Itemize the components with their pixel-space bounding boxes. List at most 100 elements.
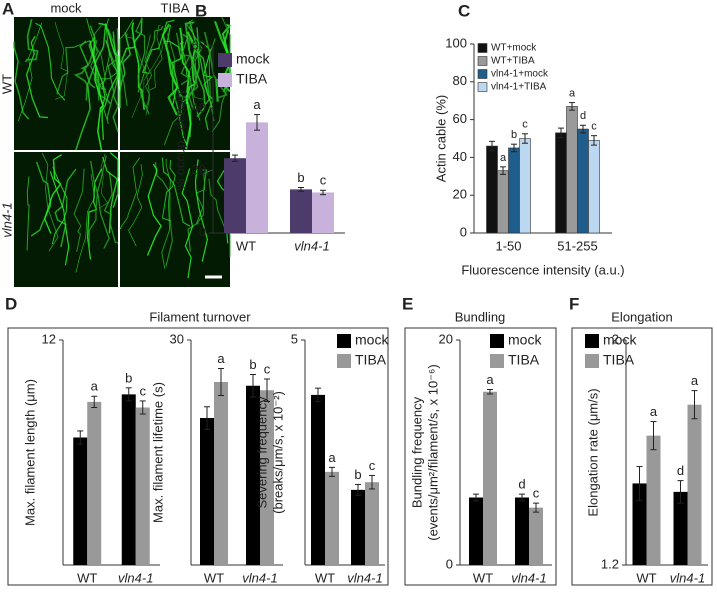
significance-letter: a [328,450,336,465]
y-tick-label: 5 [291,331,298,346]
bar [508,147,520,234]
panel-letter: A [2,0,14,18]
significance-letter: b [297,170,304,185]
panel-letter: F [569,294,579,313]
error-bar [569,102,575,111]
legend-label: mock [603,332,637,348]
legend-swatch [337,334,351,348]
bar [325,471,339,565]
error-bar [77,430,84,445]
actin-filament [161,160,176,222]
bar [351,489,365,565]
error-bar [125,387,132,402]
row-label: WT [0,74,14,94]
bar [555,132,567,234]
y-tick-label: 0 [199,224,206,239]
legend-swatch [477,43,488,53]
panel-title: Elongation [611,309,672,324]
error-bar [677,480,684,504]
significance-letter: c [522,119,528,131]
y-tick-label: 1.2 [601,556,619,571]
x-tick-label: 1-50 [495,238,521,253]
bar [214,382,228,565]
significance-letter: a [91,379,99,394]
y-tick-label: 60 [192,37,206,52]
actin-filament [119,157,141,230]
significance-letter: c [320,173,327,188]
bar [515,497,529,565]
actin-filament [51,166,68,245]
actin-filament [35,22,66,101]
actin-filament [131,22,146,110]
legend-swatch [585,334,599,348]
x-tick-label: vln4-1 [118,570,153,585]
actin-filament [161,158,171,269]
significance-letter: b [511,129,517,141]
bar [529,507,543,565]
y-axis-label: (events/μm²/filament/s, x 10⁻⁶) [425,364,440,540]
bar [290,189,312,233]
actin-filament [25,35,49,119]
panel-d-frame [7,327,389,586]
actin-filament [49,171,70,266]
y-tick-label: 80 [453,73,467,88]
error-bar [91,395,98,408]
actin-filament [179,41,201,121]
error-bar [139,400,146,415]
actin-filament [79,40,96,89]
panel-letter: C [458,1,470,20]
actin-filament [187,31,210,107]
significance-letter: b [125,370,132,385]
actin-filament [73,168,85,253]
y-axis-label: Max. filament lifetime (s) [150,382,165,523]
bar [73,437,88,565]
column-label: mock [50,0,82,15]
actin-filament [161,157,191,227]
bar [121,394,136,565]
significance-letter: c [140,383,147,398]
actin-filament [163,33,184,145]
legend-swatch [337,354,351,368]
legend-label: TIBA [603,352,635,368]
y-axis-label: (breaks/μm/s, x 10⁻²) [270,391,285,514]
bar [365,482,379,565]
y-axis-label: Max. filament length (μm) [22,379,37,526]
error-bar [250,374,256,398]
bar [566,106,578,234]
bar [87,401,102,565]
legend-swatch [477,56,488,66]
x-tick-label: WT [236,238,256,253]
panel-title: Bundling [455,309,506,324]
column-label: TIBA [161,0,190,15]
actin-filament [26,176,30,251]
y-tick-label: 40 [192,100,206,115]
significance-letter: a [650,404,658,419]
legend-label: TIBA [355,352,387,368]
error-bar [580,124,586,134]
error-bar [487,389,493,395]
y-tick-label: 100 [445,35,467,50]
actin-filament [131,37,165,119]
panel-letter: E [402,294,413,313]
actin-filament [208,178,231,257]
actin-filament [90,160,110,249]
significance-letter: c [591,121,597,133]
x-tick-label: vln4-1 [511,570,546,585]
error-bar [533,502,539,513]
y-axis-label: Actin cable (%) [433,95,448,182]
bar [519,138,531,234]
panel-f-frame [571,327,713,586]
error-bar [500,166,506,175]
y-tick-label: 12 [42,331,56,346]
actin-filament [161,23,179,116]
actin-filament [89,40,105,151]
legend-label: vln4-1+mock [491,69,549,80]
legend-label: TIBA [508,352,540,368]
actin-filament [182,33,199,111]
significance-letter: c [369,458,376,473]
actin-filament [179,27,192,150]
legend-swatch [477,82,488,92]
error-bar [519,493,525,502]
legend-label: WT+mock [491,43,537,54]
